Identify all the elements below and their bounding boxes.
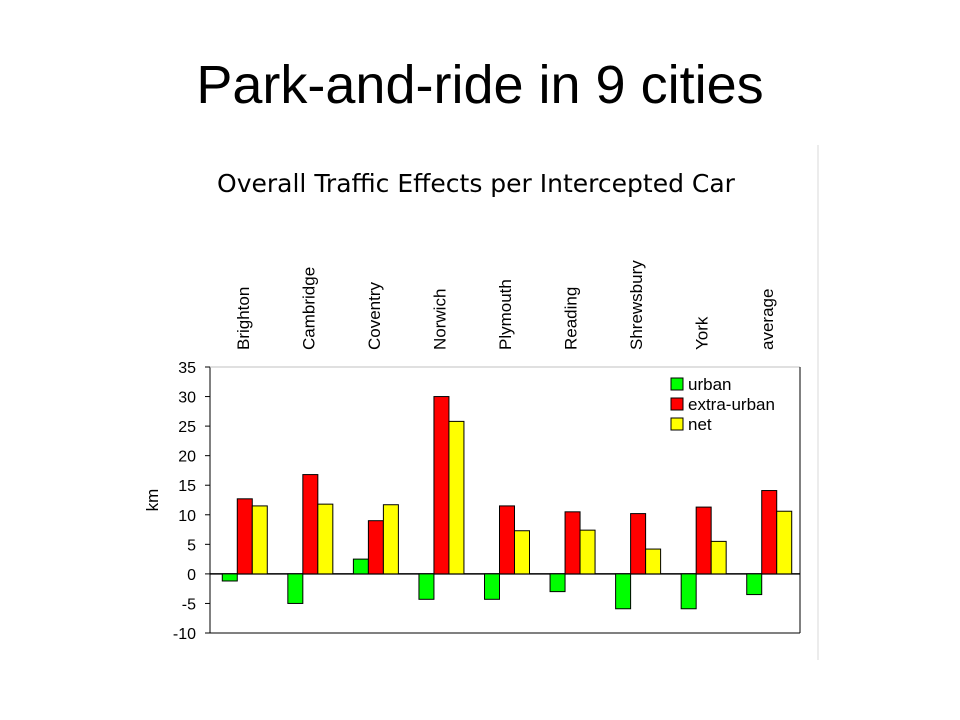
chart-title: Overall Traffic Effects per Intercepted … [217, 169, 736, 198]
bar-urban-brighton [221, 573, 238, 582]
legend-label-net: net [688, 415, 712, 434]
category-label-cambridge: Cambridge [299, 267, 318, 350]
bar-net-norwich [448, 420, 465, 575]
legend-swatch-extra-urban [670, 397, 684, 411]
category-label-brighton: Brighton [234, 287, 253, 350]
legend-label-extra-urban: extra-urban [688, 395, 775, 414]
bar-urban-plymouth [484, 573, 500, 600]
y-tick-label: -5 [182, 596, 196, 613]
bar-net-reading [579, 529, 596, 575]
category-label-average: average [758, 289, 777, 350]
bar-net-shrewsbury [645, 548, 662, 575]
bar-extra-urban-brighton [236, 498, 253, 575]
y-tick-label: 0 [187, 567, 196, 584]
y-ticks: 35 30 25 20 15 10 5 0 -5 -10 [173, 360, 210, 643]
bar-urban-shrewsbury [615, 573, 632, 610]
bar-net-plymouth [514, 530, 530, 575]
bar-extra-urban-reading [564, 511, 581, 575]
bar-extra-urban-york [695, 506, 712, 575]
bar-net-cambridge [317, 503, 334, 575]
legend-swatch-urban [670, 377, 684, 391]
bar-extra-urban-cambridge [302, 474, 319, 575]
slide-title: Park-and-ride in 9 cities [196, 55, 764, 115]
y-axis-label: km [143, 489, 162, 512]
bar-urban-cambridge [287, 573, 304, 604]
bar-extra-urban-coventry [367, 520, 384, 575]
bar-extra-urban-average [761, 490, 778, 575]
bar-urban-norwich [418, 573, 435, 600]
category-label-coventry: Coventry [365, 281, 384, 350]
y-tick-label: 30 [178, 390, 196, 407]
bar-net-average [776, 510, 793, 575]
y-tick-label: 5 [187, 537, 196, 554]
category-label-norwich: Norwich [430, 289, 449, 350]
bar-net-coventry [382, 504, 399, 575]
category-label-york: York [693, 316, 712, 350]
legend-swatch-net [670, 417, 684, 431]
y-tick-label: 35 [178, 360, 196, 377]
legend-label-urban: urban [688, 375, 731, 394]
category-label-shrewsbury: Shrewsbury [627, 260, 646, 350]
category-label-plymouth: Plymouth [496, 279, 515, 350]
y-tick-label: 10 [178, 508, 196, 525]
y-tick-label: 15 [178, 478, 196, 495]
bar-urban-reading [549, 573, 566, 593]
bar-urban-average [746, 573, 763, 596]
bar-net-brighton [251, 505, 268, 575]
category-labels: Brighton Cambridge Coventry Norwich Plymouth… [234, 260, 777, 350]
bar-extra-urban-norwich [433, 396, 450, 575]
bar-extra-urban-shrewsbury [630, 513, 647, 575]
bars [221, 396, 793, 610]
bar-net-york [710, 540, 727, 575]
y-tick-label: 25 [178, 419, 196, 436]
y-tick-label: 20 [178, 449, 196, 466]
bar-extra-urban-plymouth [499, 505, 515, 575]
y-tick-label: -10 [173, 626, 196, 643]
category-label-reading: Reading [562, 287, 581, 350]
bar-urban-york [680, 573, 697, 610]
bar-urban-coventry [352, 558, 369, 575]
